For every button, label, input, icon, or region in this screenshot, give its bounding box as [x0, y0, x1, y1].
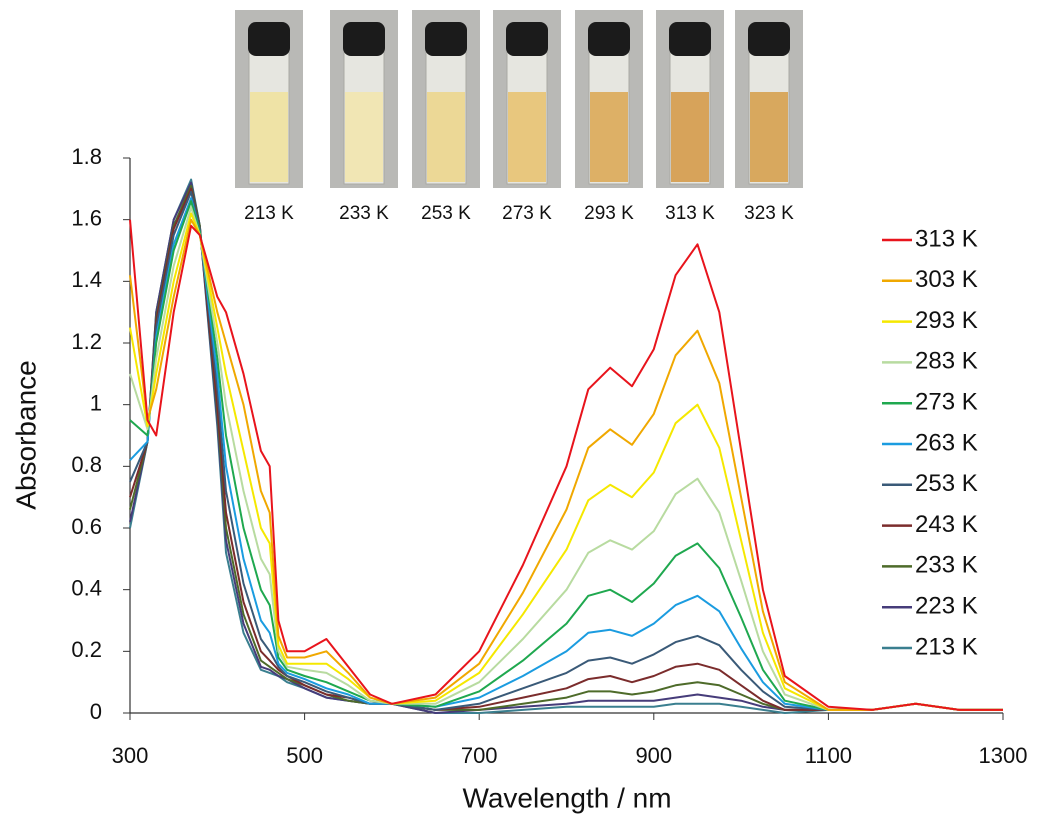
y-tick-label: 1.2	[71, 329, 102, 354]
series-line	[129, 212, 1003, 711]
legend-label: 233 K	[915, 552, 978, 579]
legend-label: 243 K	[915, 511, 978, 538]
series-line	[129, 218, 1003, 711]
inset-label: 313 K	[665, 203, 715, 224]
y-axis-title: Absorbance	[10, 360, 41, 509]
vial-cap	[248, 22, 290, 56]
inset-label: 233 K	[339, 203, 389, 224]
vial-liquid	[508, 92, 546, 182]
vial-photo	[575, 10, 643, 188]
vial-liquid	[345, 92, 383, 182]
vial-liquid	[590, 92, 628, 182]
x-tick-label: 900	[635, 743, 672, 768]
x-tick-label: 1300	[979, 743, 1028, 768]
legend-label: 213 K	[915, 633, 978, 660]
y-tick-label: 1	[90, 390, 102, 415]
x-tick-label: 1100	[805, 743, 852, 768]
vial-cap	[425, 22, 467, 56]
vial-photo	[735, 10, 803, 188]
y-tick-label: 1.4	[71, 267, 102, 292]
y-tick-label: 0.6	[71, 514, 102, 539]
x-tick-label: 700	[461, 743, 498, 768]
legend-label: 253 K	[915, 470, 978, 497]
series-line	[129, 190, 1003, 711]
y-tick-label: 0	[90, 699, 102, 724]
vial-cap	[588, 22, 630, 56]
series-line	[129, 197, 1003, 711]
x-tick-label: 300	[112, 743, 149, 768]
vial-liquid	[427, 92, 465, 182]
y-tick-label: 1.8	[71, 144, 102, 169]
vial-photo	[412, 10, 480, 188]
series-line	[129, 200, 1003, 711]
vial-liquid	[250, 92, 288, 182]
legend-label: 263 K	[915, 429, 978, 456]
x-tick-label: 500	[286, 743, 323, 768]
vial-liquid	[671, 92, 709, 182]
inset-label: 213 K	[244, 203, 294, 224]
y-tick-label: 1.6	[71, 205, 102, 230]
inset-label: 253 K	[421, 203, 471, 224]
series-line	[129, 178, 1003, 714]
vial-cap	[669, 22, 711, 56]
x-axis-title: Wavelength / nm	[462, 782, 671, 813]
series-line	[129, 219, 1003, 711]
y-tick-label: 0.8	[71, 452, 102, 477]
vial-photo	[493, 10, 561, 188]
legend-label: 283 K	[915, 348, 978, 375]
vial-cap	[506, 22, 548, 56]
vial-liquid	[750, 92, 788, 182]
inset-label: 293 K	[584, 203, 634, 224]
y-tick-label: 0.2	[71, 637, 102, 662]
vial-photo	[235, 10, 303, 188]
vial-photo	[330, 10, 398, 188]
inset-label: 273 K	[502, 203, 552, 224]
inset-label: 323 K	[744, 203, 794, 224]
legend-label: 273 K	[915, 389, 978, 416]
legend-label: 293 K	[915, 307, 978, 334]
vial-cap	[748, 22, 790, 56]
series-line	[129, 206, 1003, 711]
legend-label: 313 K	[915, 225, 978, 252]
vial-photo	[656, 10, 724, 188]
y-tick-label: 0.4	[71, 575, 102, 600]
legend-label: 223 K	[915, 593, 978, 620]
vial-cap	[343, 22, 385, 56]
legend-label: 303 K	[915, 266, 978, 293]
